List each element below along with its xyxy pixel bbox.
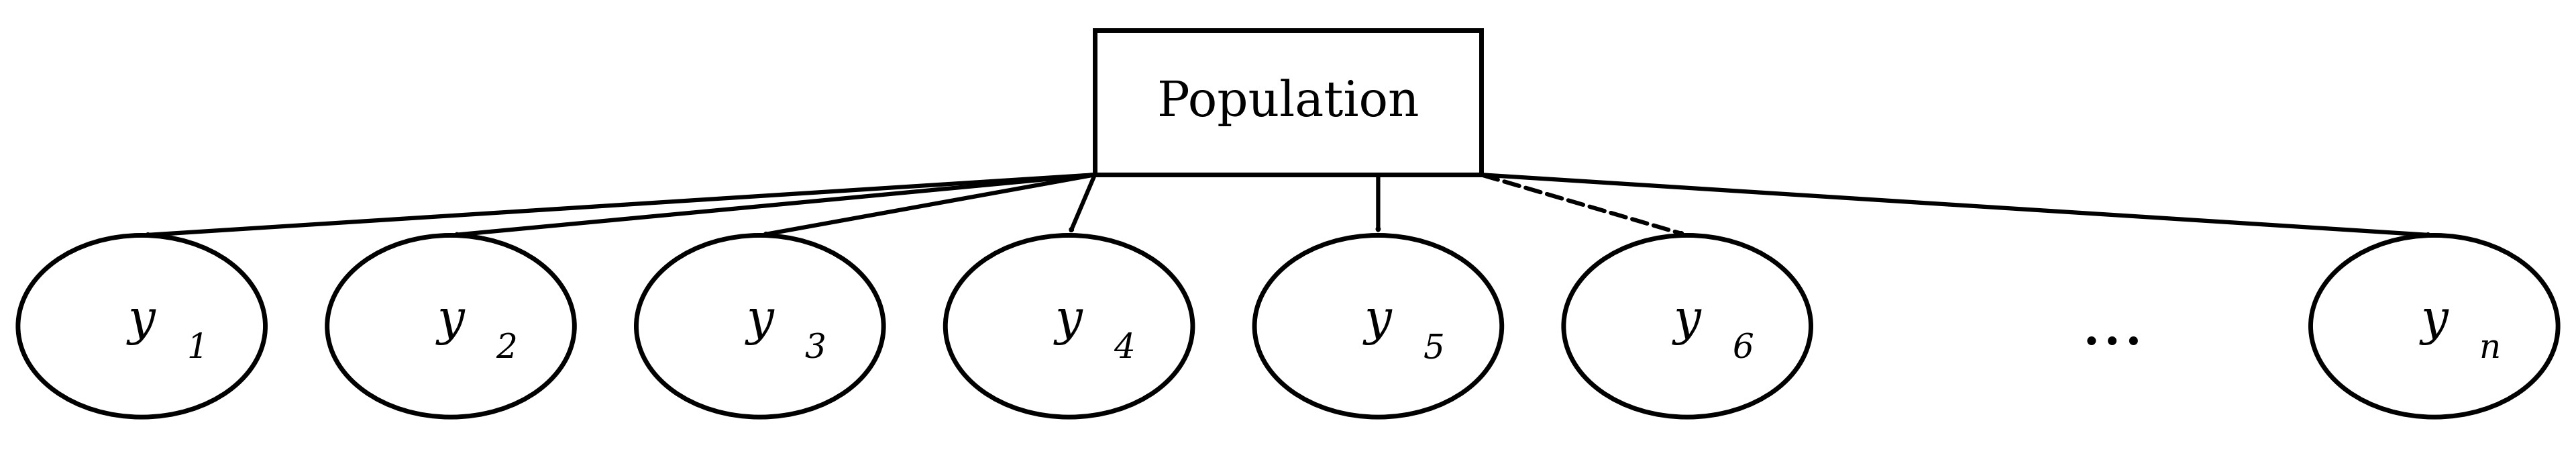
Ellipse shape xyxy=(1255,235,1502,417)
Text: Population: Population xyxy=(1157,79,1419,126)
Text: y: y xyxy=(747,298,773,345)
Text: 5: 5 xyxy=(1422,332,1445,365)
Text: 3: 3 xyxy=(804,332,827,365)
FancyArrowPatch shape xyxy=(1484,175,2429,235)
FancyArrowPatch shape xyxy=(456,175,1092,235)
Text: 4: 4 xyxy=(1113,332,1136,365)
Ellipse shape xyxy=(2311,235,2558,417)
Text: y: y xyxy=(129,298,155,345)
Text: y: y xyxy=(1056,298,1082,345)
Text: ...: ... xyxy=(2081,294,2143,358)
Text: y: y xyxy=(2421,298,2447,345)
FancyBboxPatch shape xyxy=(1095,30,1481,175)
Text: y: y xyxy=(1674,298,1700,345)
Text: y: y xyxy=(438,298,464,345)
Text: 6: 6 xyxy=(1731,332,1754,365)
FancyArrowPatch shape xyxy=(1072,177,1095,230)
FancyArrowPatch shape xyxy=(147,175,1092,235)
FancyArrowPatch shape xyxy=(1484,175,1682,234)
Ellipse shape xyxy=(18,235,265,417)
Ellipse shape xyxy=(327,235,574,417)
FancyArrowPatch shape xyxy=(765,175,1092,235)
Text: 2: 2 xyxy=(495,332,518,365)
Ellipse shape xyxy=(1564,235,1811,417)
Ellipse shape xyxy=(636,235,884,417)
Ellipse shape xyxy=(945,235,1193,417)
Text: 1: 1 xyxy=(185,332,209,365)
Text: n: n xyxy=(2478,332,2501,365)
Text: y: y xyxy=(1365,298,1391,345)
